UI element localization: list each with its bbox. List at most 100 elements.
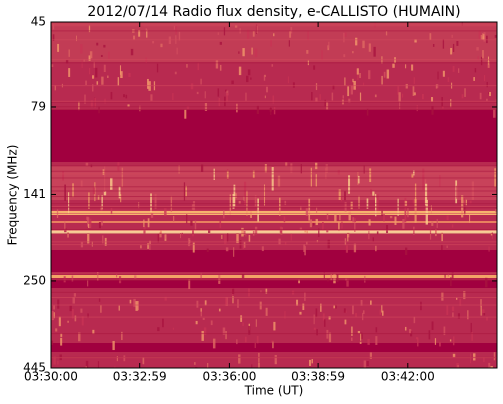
texture <box>373 22 376 28</box>
texture <box>254 342 256 349</box>
texture <box>316 239 319 243</box>
texture <box>95 67 98 78</box>
texture <box>172 327 174 330</box>
texture <box>326 213 329 220</box>
texture <box>385 31 388 36</box>
texture <box>51 207 497 209</box>
texture <box>450 277 452 287</box>
texture <box>83 59 85 62</box>
texture <box>487 56 490 65</box>
texture <box>107 75 109 78</box>
texture <box>303 244 306 252</box>
texture <box>271 167 274 191</box>
texture <box>449 339 452 342</box>
texture <box>383 213 385 222</box>
texture <box>456 40 459 46</box>
texture <box>452 336 455 346</box>
texture <box>159 232 162 238</box>
texture <box>223 210 225 219</box>
texture <box>284 311 286 319</box>
texture <box>71 309 74 319</box>
texture <box>172 215 175 223</box>
texture <box>51 190 497 192</box>
texture <box>197 62 200 71</box>
texture <box>450 48 453 55</box>
texture <box>392 63 395 68</box>
texture <box>251 47 253 55</box>
texture <box>442 39 445 49</box>
texture <box>81 316 84 326</box>
texture <box>338 189 341 201</box>
texture <box>420 301 422 311</box>
texture <box>488 362 491 368</box>
texture <box>242 244 245 249</box>
texture <box>150 193 152 212</box>
texture <box>452 312 454 318</box>
texture <box>344 319 347 325</box>
texture <box>261 246 264 252</box>
texture <box>469 200 472 204</box>
texture <box>200 311 203 317</box>
texture <box>415 337 419 340</box>
texture <box>439 175 441 187</box>
texture <box>250 77 252 80</box>
texture <box>51 291 497 293</box>
texture <box>480 34 483 40</box>
texture <box>429 229 432 240</box>
texture <box>236 233 239 244</box>
texture <box>483 32 486 42</box>
spectrogram-image <box>51 22 497 368</box>
texture <box>69 305 72 312</box>
texture <box>275 355 277 362</box>
texture <box>125 94 128 99</box>
texture <box>194 362 196 365</box>
texture <box>123 94 125 98</box>
texture <box>441 292 444 301</box>
texture <box>300 206 302 211</box>
texture <box>305 208 309 216</box>
x-axis-label: Time (UT) <box>244 384 304 398</box>
texture <box>264 95 266 99</box>
texture <box>51 228 497 230</box>
texture <box>74 315 77 322</box>
texture <box>348 98 351 103</box>
texture <box>357 330 361 334</box>
texture <box>51 209 497 211</box>
texture <box>51 25 497 27</box>
texture <box>240 315 243 322</box>
texture <box>227 233 229 243</box>
texture <box>352 51 354 54</box>
x-tick-label: 03:30:00 <box>24 370 78 384</box>
texture <box>493 108 496 118</box>
texture <box>389 215 393 219</box>
texture <box>243 230 246 235</box>
texture <box>363 360 367 368</box>
texture <box>315 83 318 91</box>
texture <box>178 31 181 41</box>
texture <box>184 109 187 119</box>
texture <box>359 92 362 101</box>
texture <box>328 41 330 48</box>
texture <box>346 278 349 287</box>
texture <box>234 25 238 28</box>
texture <box>120 194 122 203</box>
texture <box>241 273 245 279</box>
texture <box>113 366 116 368</box>
texture <box>452 65 455 72</box>
texture <box>350 337 353 341</box>
texture <box>110 177 113 190</box>
texture <box>381 209 383 217</box>
texture <box>288 39 290 47</box>
texture <box>379 309 382 315</box>
texture <box>143 219 145 228</box>
texture <box>219 221 222 228</box>
texture <box>117 77 120 86</box>
texture <box>103 64 106 73</box>
texture <box>413 316 416 324</box>
texture <box>51 244 497 246</box>
texture <box>451 272 454 279</box>
texture <box>139 245 142 249</box>
texture <box>290 163 293 173</box>
texture <box>414 198 417 223</box>
texture <box>441 106 444 109</box>
